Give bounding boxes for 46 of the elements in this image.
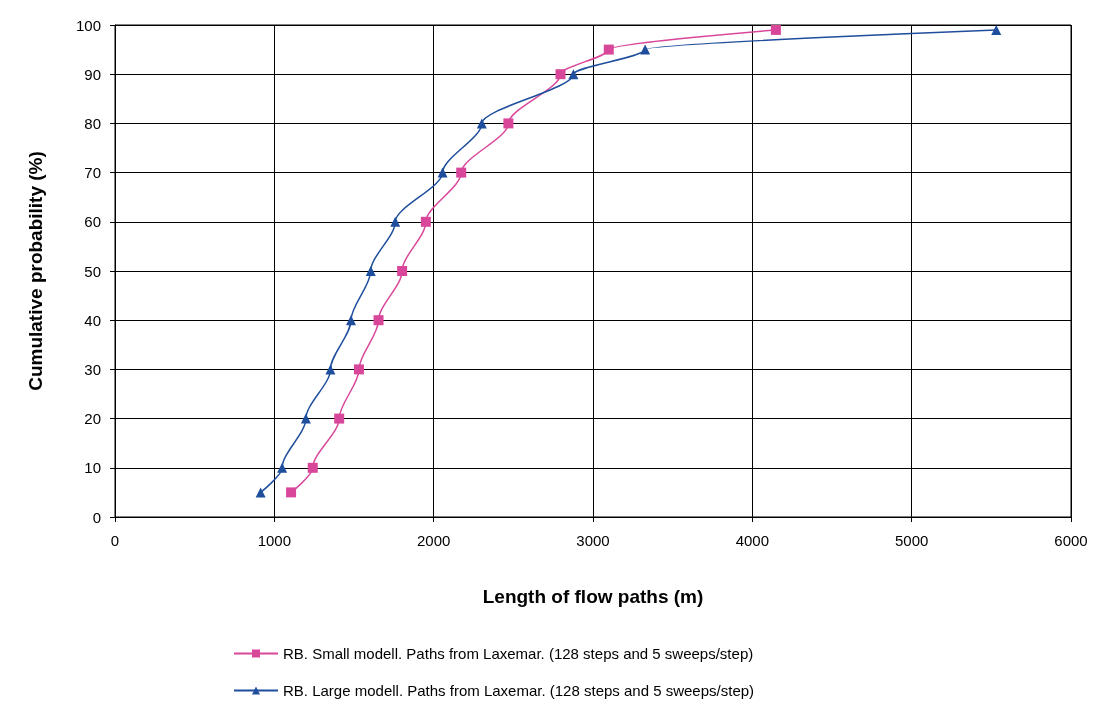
point <box>555 69 566 80</box>
x-tick-label: 5000 <box>894 532 929 549</box>
point <box>437 167 448 178</box>
y-tick-label: 90 <box>84 65 101 83</box>
y-tick-label: 80 <box>84 114 101 132</box>
point <box>390 216 401 227</box>
point <box>568 69 579 80</box>
point <box>456 167 467 178</box>
point <box>640 44 651 55</box>
y-tick-label: 0 <box>92 508 101 526</box>
point <box>286 487 297 498</box>
point <box>255 487 266 498</box>
y-tick-label: 40 <box>84 311 101 329</box>
x-tick-label: 4000 <box>735 532 770 549</box>
point <box>334 413 345 424</box>
point <box>277 462 288 473</box>
legend-label: RB. Large modell. Paths from Laxemar. (128 steps and 5 sweeps/step) <box>283 682 755 699</box>
point <box>307 462 318 473</box>
legend-label: RB. Small modell. Paths from Laxemar. (128 steps and 5 sweeps/step) <box>283 645 754 662</box>
y-tick-label: 70 <box>84 164 101 182</box>
point <box>365 266 376 276</box>
point <box>345 315 356 326</box>
point <box>770 24 781 35</box>
point <box>603 44 614 55</box>
y-tick-label: 20 <box>84 410 101 428</box>
y-tick-label: 100 <box>75 16 101 34</box>
y-tick-label: 10 <box>84 459 101 477</box>
point <box>300 413 311 424</box>
y-axis-title: Cumulative probability (%) <box>25 151 46 391</box>
point <box>476 118 487 129</box>
point <box>991 24 1002 35</box>
x-axis-title: Length of flow paths (m) <box>482 586 704 607</box>
point <box>325 364 336 375</box>
y-tick-label: 50 <box>84 262 101 280</box>
y-tick-label: 30 <box>84 360 101 378</box>
point <box>420 216 431 227</box>
y-tick-label: 60 <box>84 213 101 231</box>
point <box>397 266 408 276</box>
x-tick-label: 6000 <box>1054 532 1088 549</box>
x-tick-label: 2000 <box>416 532 451 549</box>
point <box>503 118 514 129</box>
point <box>353 364 364 375</box>
point <box>373 315 384 326</box>
x-tick-label: 1000 <box>257 532 292 549</box>
x-tick-label: 3000 <box>576 532 610 549</box>
x-tick-label: 0 <box>110 532 120 549</box>
